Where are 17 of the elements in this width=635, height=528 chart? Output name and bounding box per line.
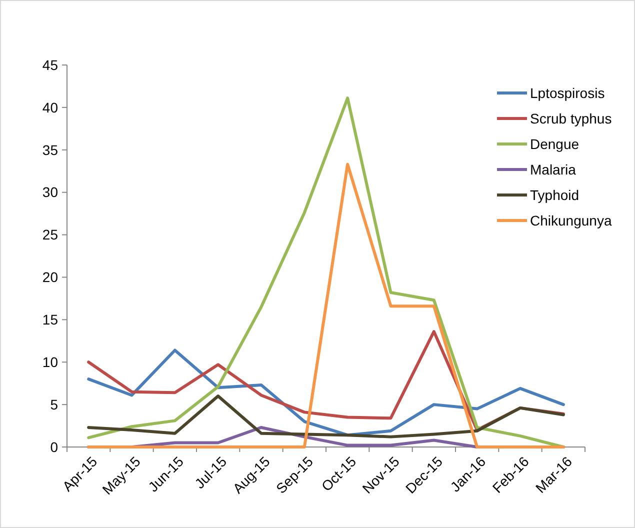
y-tick-label: 0 bbox=[50, 438, 58, 455]
legend-label: Typhoid bbox=[530, 186, 580, 203]
y-tick-label: 25 bbox=[42, 226, 58, 243]
legend-label: Lptospirosis bbox=[530, 84, 605, 101]
y-tick-label: 5 bbox=[50, 396, 58, 412]
y-tick-label: 30 bbox=[42, 184, 58, 200]
legend-label: Malaria bbox=[530, 161, 576, 178]
y-tick-label: 45 bbox=[42, 56, 58, 73]
y-tick-label: 10 bbox=[42, 354, 58, 370]
line-series bbox=[87, 394, 565, 438]
y-tick-label: 40 bbox=[42, 99, 58, 116]
y-tick-label: 20 bbox=[42, 269, 58, 286]
legend-label: Chikungunya bbox=[530, 212, 612, 228]
y-tick-label: 35 bbox=[42, 142, 58, 158]
legend-label: Scrub typhus bbox=[530, 110, 612, 126]
y-tick-label: 15 bbox=[42, 312, 58, 328]
legend-label: Dengue bbox=[530, 136, 580, 152]
